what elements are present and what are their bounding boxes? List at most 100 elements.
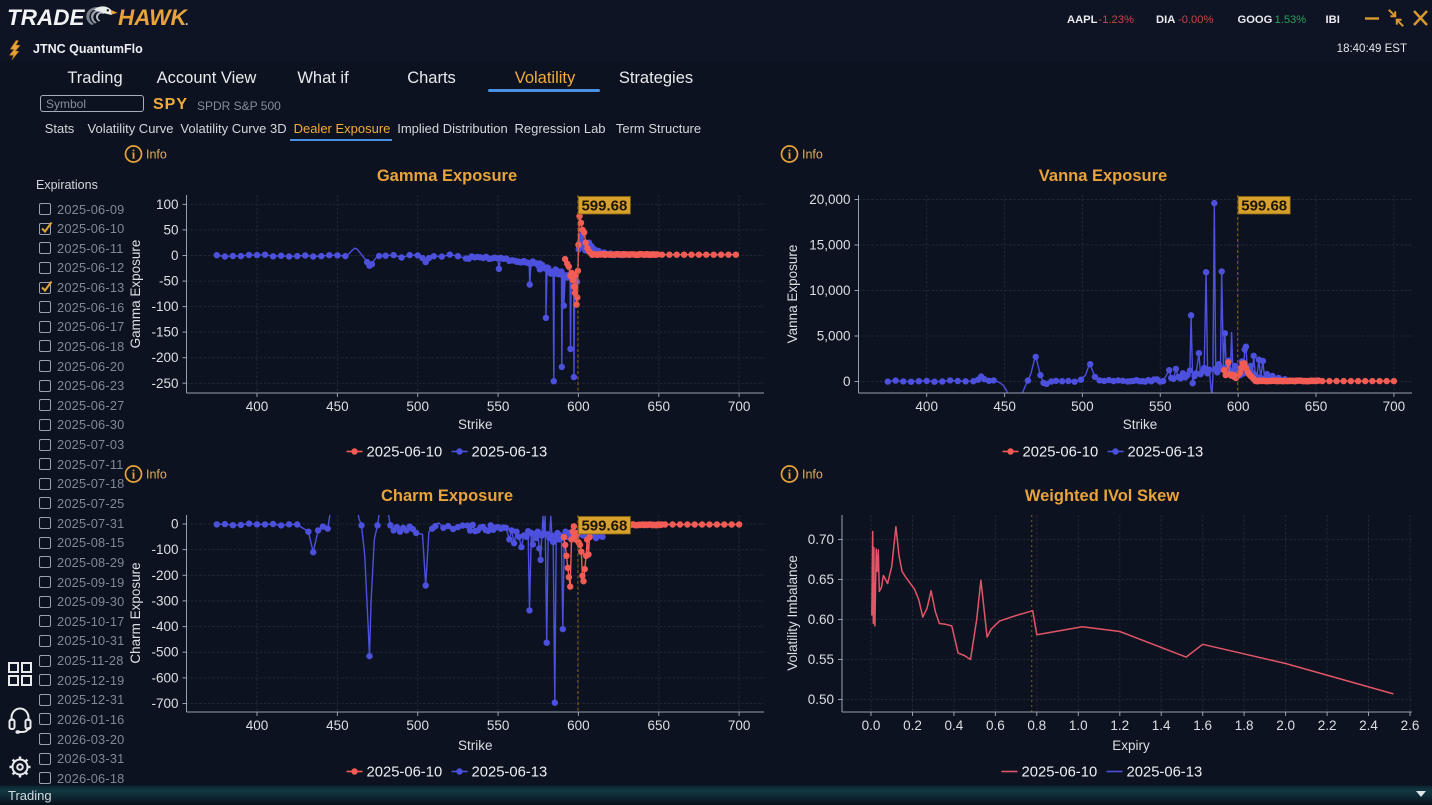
- svg-text:2025-06-10: 2025-06-10: [1023, 445, 1099, 461]
- svg-text:Info: Info: [802, 468, 823, 482]
- svg-text:450: 450: [993, 399, 1016, 414]
- svg-text:2025-06-10: 2025-06-10: [1022, 765, 1098, 781]
- svg-text:-250: -250: [151, 376, 178, 391]
- svg-text:650: 650: [1305, 399, 1328, 414]
- svg-text:0.50: 0.50: [808, 692, 834, 707]
- svg-text:1.53%: 1.53%: [1275, 14, 1307, 26]
- svg-text:1.0: 1.0: [1069, 718, 1088, 733]
- svg-text:600: 600: [1227, 399, 1250, 414]
- svg-text:10,000: 10,000: [809, 283, 850, 298]
- svg-text:-400: -400: [151, 619, 178, 634]
- svg-text:1.2: 1.2: [1110, 718, 1129, 733]
- svg-text:550: 550: [487, 399, 510, 414]
- svg-text:-600: -600: [151, 670, 178, 685]
- svg-text:Volatility Imbalance: Volatility Imbalance: [785, 555, 800, 671]
- svg-text:0.70: 0.70: [808, 532, 834, 547]
- svg-text:Strike: Strike: [458, 417, 493, 432]
- svg-text:2.0: 2.0: [1276, 718, 1295, 733]
- svg-text:-200: -200: [151, 350, 178, 365]
- svg-text:Charm Exposure: Charm Exposure: [128, 562, 143, 663]
- svg-text:650: 650: [648, 399, 671, 414]
- svg-text:i: i: [788, 148, 792, 162]
- svg-text:400: 400: [915, 399, 938, 414]
- svg-text:Info: Info: [146, 148, 167, 162]
- svg-text:-300: -300: [151, 593, 178, 608]
- svg-text:500: 500: [406, 718, 429, 733]
- svg-text:2.4: 2.4: [1359, 718, 1378, 733]
- svg-text:1.4: 1.4: [1152, 718, 1171, 733]
- svg-text:Weighted IVol Skew: Weighted IVol Skew: [1025, 487, 1179, 505]
- svg-text:HAWK: HAWK: [118, 5, 188, 30]
- svg-text:0: 0: [171, 517, 179, 532]
- svg-text:500: 500: [1071, 399, 1094, 414]
- svg-text:5,000: 5,000: [817, 329, 851, 344]
- svg-text:550: 550: [1149, 399, 1172, 414]
- svg-text:0.8: 0.8: [1027, 718, 1046, 733]
- svg-text:-50: -50: [159, 274, 179, 289]
- svg-text:20,000: 20,000: [809, 192, 850, 207]
- svg-text:DIA: DIA: [1156, 14, 1175, 26]
- svg-text:700: 700: [1383, 399, 1406, 414]
- svg-text:0.2: 0.2: [903, 718, 922, 733]
- svg-text:500: 500: [406, 399, 429, 414]
- svg-text:550: 550: [487, 718, 510, 733]
- svg-text:100: 100: [156, 197, 179, 212]
- svg-text:-150: -150: [151, 325, 178, 340]
- svg-text:2025-06-13: 2025-06-13: [472, 765, 548, 781]
- svg-text:1.6: 1.6: [1193, 718, 1212, 733]
- svg-text:GOOG: GOOG: [1238, 14, 1273, 26]
- svg-text:0: 0: [171, 248, 179, 263]
- svg-text:Gamma Exposure: Gamma Exposure: [128, 240, 143, 349]
- svg-text:2025-06-13: 2025-06-13: [472, 445, 548, 461]
- svg-text:650: 650: [648, 718, 671, 733]
- svg-text:IBI: IBI: [1326, 14, 1340, 26]
- svg-text:AAPL: AAPL: [1067, 14, 1098, 26]
- svg-text:599.68: 599.68: [581, 517, 627, 534]
- svg-text:0.4: 0.4: [945, 718, 964, 733]
- svg-text:Info: Info: [146, 468, 167, 482]
- svg-text:2025-06-10: 2025-06-10: [367, 765, 443, 781]
- svg-text:15,000: 15,000: [809, 238, 850, 253]
- svg-text:Gamma Exposure: Gamma Exposure: [377, 167, 517, 185]
- svg-text:Strike: Strike: [458, 738, 493, 753]
- svg-text:Vanna Exposure: Vanna Exposure: [1039, 167, 1167, 185]
- svg-text:1.8: 1.8: [1235, 718, 1254, 733]
- svg-text:Strike: Strike: [1123, 417, 1158, 432]
- svg-text:-100: -100: [151, 299, 178, 314]
- svg-text:2.2: 2.2: [1318, 718, 1337, 733]
- svg-text:-500: -500: [151, 645, 178, 660]
- svg-text:Expiry: Expiry: [1112, 738, 1150, 753]
- svg-text:450: 450: [326, 718, 349, 733]
- svg-text:600: 600: [567, 399, 590, 414]
- svg-text:i: i: [132, 148, 136, 162]
- svg-text:-700: -700: [151, 696, 178, 711]
- svg-text:Charm Exposure: Charm Exposure: [381, 487, 513, 505]
- svg-text:Vanna Exposure: Vanna Exposure: [785, 245, 800, 344]
- svg-text:-100: -100: [151, 542, 178, 557]
- svg-text:2025-06-13: 2025-06-13: [1127, 765, 1203, 781]
- svg-text:.: .: [185, 14, 188, 28]
- svg-text:0.55: 0.55: [808, 652, 834, 667]
- svg-text:TRADE: TRADE: [8, 5, 85, 30]
- svg-text:2.6: 2.6: [1401, 718, 1420, 733]
- svg-text:400: 400: [246, 718, 269, 733]
- svg-text:0.6: 0.6: [986, 718, 1005, 733]
- svg-text:599.68: 599.68: [581, 197, 627, 214]
- svg-text:2025-06-13: 2025-06-13: [1128, 445, 1204, 461]
- svg-text:2025-06-10: 2025-06-10: [367, 445, 443, 461]
- svg-text:50: 50: [163, 222, 178, 237]
- svg-text:600: 600: [567, 718, 590, 733]
- svg-text:i: i: [788, 468, 792, 482]
- svg-text:400: 400: [246, 399, 269, 414]
- svg-text:0.60: 0.60: [808, 612, 834, 627]
- svg-text:700: 700: [728, 718, 751, 733]
- svg-text:i: i: [132, 468, 136, 482]
- svg-text:0.0: 0.0: [862, 718, 881, 733]
- svg-text:599.68: 599.68: [1241, 197, 1287, 214]
- svg-text:0.65: 0.65: [808, 572, 834, 587]
- svg-text:450: 450: [326, 399, 349, 414]
- svg-text:0: 0: [843, 374, 851, 389]
- svg-text:-0.00%: -0.00%: [1178, 14, 1213, 26]
- svg-text:-200: -200: [151, 568, 178, 583]
- svg-text:Info: Info: [802, 148, 823, 162]
